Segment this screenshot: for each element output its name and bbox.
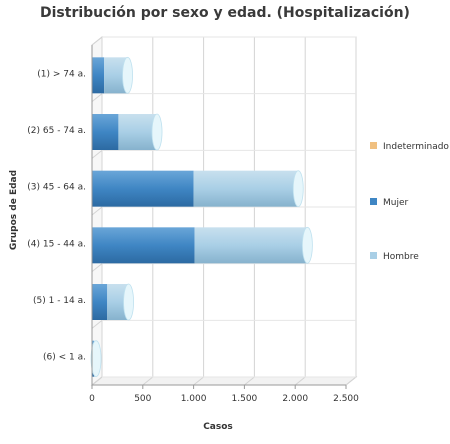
legend: Indeterminado Mujer Hombre	[370, 142, 449, 262]
y-tick-label: (3) 45 - 64 a.	[27, 183, 86, 193]
bar-end-cap	[301, 226, 313, 264]
x-tick-label: 2.500	[333, 394, 359, 404]
bar-mujer	[92, 170, 194, 207]
bar-mujer	[92, 284, 108, 320]
bars	[90, 56, 313, 378]
y-band-edge	[91, 376, 103, 386]
bar-hombre	[107, 284, 129, 320]
y-tick-label: (1) > 74 a.	[37, 69, 86, 79]
legend-label: Indeterminado	[383, 142, 449, 152]
bar-hombre	[193, 170, 299, 207]
x-gridline-floor	[294, 376, 306, 386]
x-tick-label: 0	[89, 394, 95, 404]
grid	[90, 35, 358, 387]
x-tick-label: 500	[134, 394, 151, 404]
x-tick-label: 1.000	[181, 394, 207, 404]
y-tick-label: (5) 1 - 14 a.	[33, 296, 86, 306]
bar-end-cap	[292, 170, 304, 208]
bar-mujer	[92, 114, 119, 150]
x-tick-label: 1.500	[232, 394, 258, 404]
plot-floor	[90, 376, 358, 386]
y-band-edge	[91, 319, 103, 329]
y-axis-title: Grupos de Edad	[9, 170, 19, 250]
axes: 0 500 1.000 1.500 2.000 2.500 (1) > 74 a. (2) 6…	[27, 45, 359, 404]
y-band-edge	[91, 149, 103, 159]
bar-end-cap	[123, 283, 134, 321]
bar-hombre	[194, 227, 308, 264]
legend-swatch-mujer	[370, 198, 377, 205]
bar-mujer	[92, 227, 195, 264]
chart-title: Distribución por sexo y edad. (Hospitali…	[40, 5, 410, 21]
bar-hombre	[118, 114, 158, 150]
x-gridline-floor	[345, 376, 357, 386]
y-tick-label: (4) 15 - 44 a.	[27, 239, 86, 249]
y-band-edge	[91, 206, 103, 216]
y-band-edge	[91, 36, 103, 46]
legend-swatch-hombre	[370, 252, 377, 259]
y-tick-label: (6) < 1 a.	[43, 353, 86, 363]
legend-swatch-indeterminado	[370, 142, 377, 149]
bar-mujer	[92, 57, 105, 94]
x-axis-title: Casos	[203, 422, 233, 432]
x-gridline-floor	[193, 376, 204, 386]
legend-label: Hombre	[383, 252, 419, 262]
bar-hombre	[104, 57, 128, 94]
x-gridline-floor	[142, 376, 154, 386]
bar-end-cap	[151, 113, 163, 151]
x-tick-label: 2.000	[282, 394, 308, 404]
bar-end-cap	[122, 56, 133, 94]
y-band-edge	[91, 93, 103, 103]
y-tick-label: (2) 65 - 74 a.	[27, 126, 86, 136]
x-gridline-floor	[244, 376, 255, 386]
bar-end-cap	[90, 340, 102, 378]
y-band-edge	[91, 263, 103, 273]
legend-label: Mujer	[383, 198, 409, 208]
